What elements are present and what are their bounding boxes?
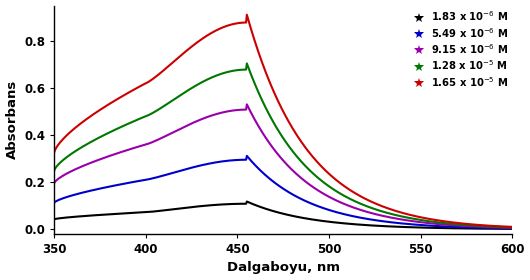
Legend: 1.83 x 10$^{-6}$ M, 5.49 x 10$^{-6}$ M, 9.15 x 10$^{-6}$ M, 1.28 x 10$^{-5}$ M, : 1.83 x 10$^{-6}$ M, 5.49 x 10$^{-6}$ M, … <box>408 9 509 90</box>
Y-axis label: Absorbans: Absorbans <box>5 80 19 159</box>
X-axis label: Dalgaboyu, nm: Dalgaboyu, nm <box>227 262 340 274</box>
